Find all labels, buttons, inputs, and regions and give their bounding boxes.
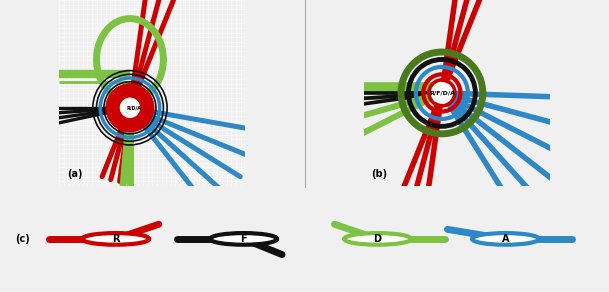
Circle shape: [432, 83, 452, 103]
Text: (a): (a): [67, 168, 82, 178]
Circle shape: [120, 98, 140, 118]
Text: R/D/A: R/D/A: [126, 105, 141, 110]
Text: R/F/D/A: R/F/D/A: [429, 91, 455, 95]
Text: (b): (b): [371, 168, 387, 178]
Circle shape: [106, 84, 154, 132]
Circle shape: [82, 233, 149, 245]
Circle shape: [117, 95, 143, 121]
Text: D: D: [373, 234, 382, 244]
Circle shape: [111, 89, 149, 126]
Text: A: A: [502, 234, 509, 244]
Circle shape: [472, 233, 539, 245]
Text: (c): (c): [15, 234, 30, 244]
Circle shape: [344, 233, 411, 245]
Circle shape: [210, 233, 277, 245]
Text: R: R: [112, 234, 119, 244]
Text: F: F: [241, 234, 247, 244]
